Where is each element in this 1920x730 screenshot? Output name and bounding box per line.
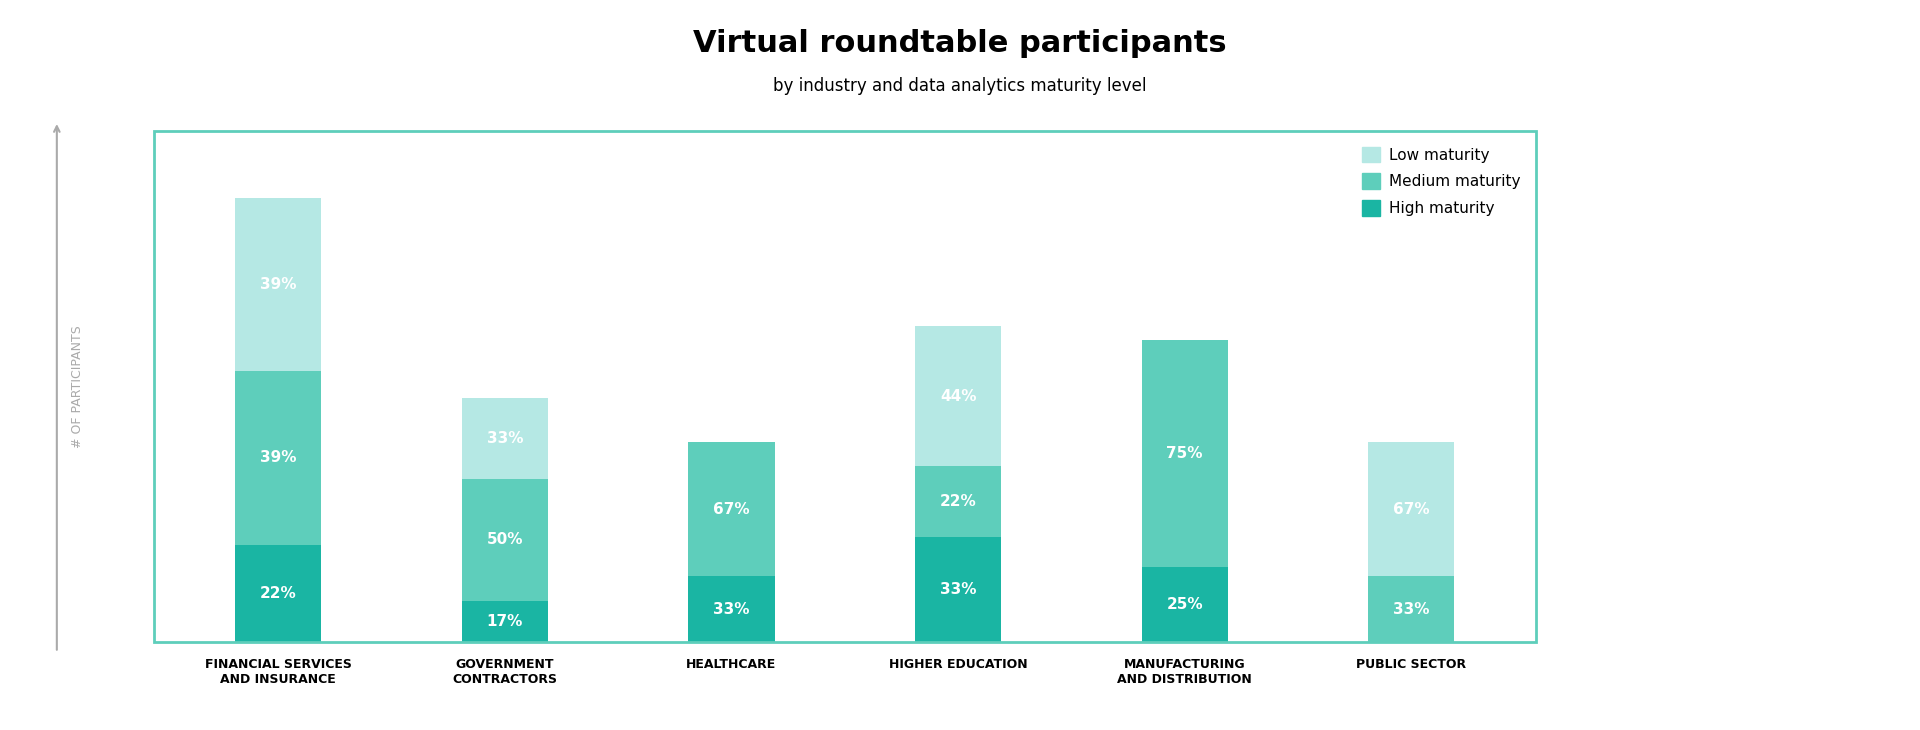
Bar bbox=[1369, 577, 1455, 642]
Bar bbox=[1142, 340, 1227, 567]
Text: by industry and data analytics maturity level: by industry and data analytics maturity … bbox=[774, 77, 1146, 95]
Text: 44%: 44% bbox=[941, 388, 977, 404]
Bar bbox=[689, 577, 774, 642]
Bar bbox=[463, 601, 547, 642]
Bar bbox=[689, 442, 774, 577]
Text: 33%: 33% bbox=[486, 431, 522, 446]
Legend: Low maturity, Medium maturity, High maturity: Low maturity, Medium maturity, High matu… bbox=[1354, 139, 1528, 223]
Text: 33%: 33% bbox=[1394, 602, 1430, 617]
Text: 25%: 25% bbox=[1167, 597, 1204, 612]
Text: # OF PARTICIPANTS: # OF PARTICIPANTS bbox=[71, 326, 84, 448]
Text: Virtual roundtable participants: Virtual roundtable participants bbox=[693, 29, 1227, 58]
Text: 33%: 33% bbox=[712, 602, 749, 617]
Text: 22%: 22% bbox=[259, 586, 296, 601]
Text: 67%: 67% bbox=[1394, 502, 1430, 517]
Bar bbox=[916, 326, 1000, 466]
Text: 22%: 22% bbox=[939, 494, 977, 509]
Bar bbox=[916, 466, 1000, 537]
Bar bbox=[234, 545, 321, 642]
Bar bbox=[234, 198, 321, 372]
Text: 39%: 39% bbox=[259, 450, 296, 466]
Bar bbox=[463, 398, 547, 479]
Bar bbox=[463, 479, 547, 601]
Text: 50%: 50% bbox=[486, 532, 522, 548]
Bar bbox=[1369, 442, 1455, 577]
Text: 17%: 17% bbox=[486, 614, 522, 629]
Bar bbox=[916, 537, 1000, 642]
Text: 75%: 75% bbox=[1167, 446, 1204, 461]
Bar bbox=[1142, 567, 1227, 642]
Text: 39%: 39% bbox=[259, 277, 296, 292]
Text: 67%: 67% bbox=[712, 502, 751, 517]
Text: 33%: 33% bbox=[941, 582, 977, 597]
Bar bbox=[234, 372, 321, 545]
